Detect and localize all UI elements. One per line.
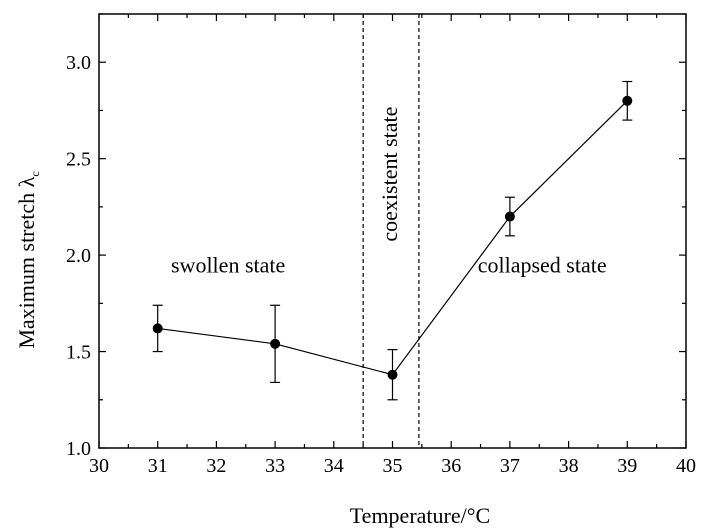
- data-point: [152, 323, 163, 334]
- x-tick-label: 33: [265, 455, 285, 477]
- annotation-3: collapsed state: [478, 252, 607, 277]
- x-axis-title: Temperature/°C: [350, 503, 490, 528]
- y-axis-title-main: Maximum stretch λ: [14, 176, 39, 348]
- x-tick-label: 31: [148, 455, 168, 477]
- data-point: [387, 369, 398, 380]
- y-tick-label: 1.5: [66, 342, 91, 364]
- data-point: [504, 211, 515, 222]
- annotation-1: swollen state: [171, 252, 285, 277]
- y-axis-title: Maximum stretch λc: [14, 171, 42, 348]
- x-tick-label: 38: [559, 455, 579, 477]
- y-tick-label: 2.0: [66, 245, 91, 267]
- x-tick-label: 32: [206, 455, 226, 477]
- x-tick-label: 37: [500, 455, 520, 477]
- y-axis-title-subscript: c: [28, 171, 42, 176]
- x-tick-label: 39: [617, 455, 637, 477]
- data-point: [622, 95, 633, 106]
- y-tick-label: 3.0: [66, 52, 91, 74]
- x-tick-label: 40: [676, 455, 696, 477]
- x-tick-label: 35: [383, 455, 403, 477]
- annotation-2: coexistent state: [377, 107, 402, 242]
- x-tick-label: 36: [441, 455, 461, 477]
- y-tick-label: 1.0: [66, 438, 91, 460]
- y-tick-label: 2.5: [66, 149, 91, 171]
- x-tick-label: 30: [89, 455, 109, 477]
- x-tick-label: 34: [324, 455, 344, 477]
- data-point: [270, 338, 281, 349]
